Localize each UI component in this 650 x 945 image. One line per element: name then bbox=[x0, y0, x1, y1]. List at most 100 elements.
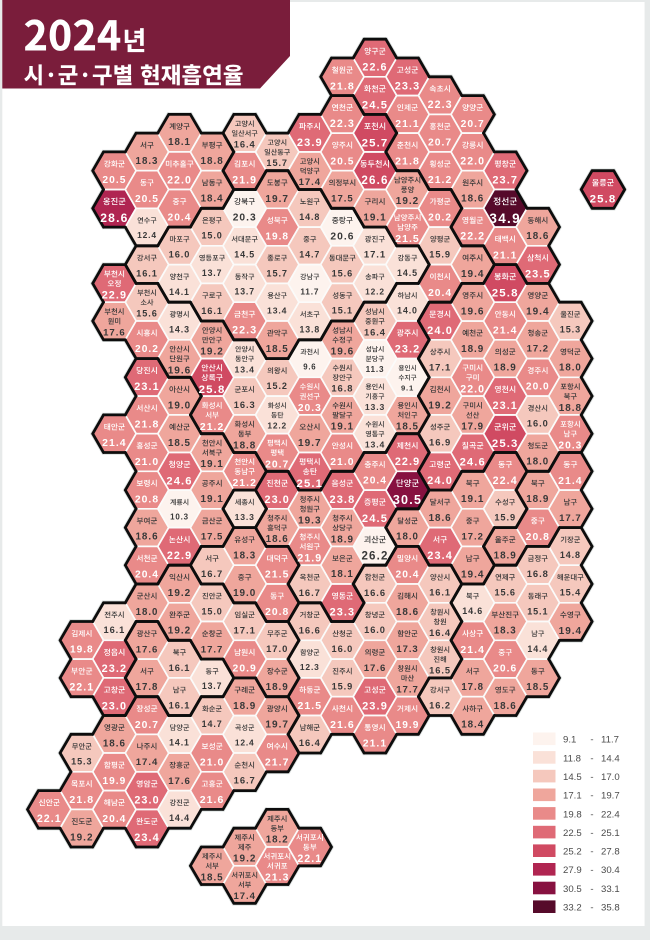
svg-text:20.3: 20.3 bbox=[233, 213, 257, 224]
svg-text:18.5: 18.5 bbox=[168, 438, 191, 449]
svg-text:16.7: 16.7 bbox=[201, 568, 223, 579]
svg-text:19.4: 19.4 bbox=[461, 269, 484, 280]
svg-text:19.6: 19.6 bbox=[461, 306, 485, 317]
svg-text:23.3: 23.3 bbox=[330, 607, 356, 619]
svg-text:17.7: 17.7 bbox=[201, 644, 224, 655]
svg-text:17.9: 17.9 bbox=[461, 421, 484, 432]
svg-text:18.8: 18.8 bbox=[233, 440, 256, 451]
svg-text:19.2: 19.2 bbox=[233, 854, 256, 865]
svg-text:-: - bbox=[590, 809, 593, 820]
svg-text:21.1: 21.1 bbox=[395, 119, 419, 130]
svg-text:28.6: 28.6 bbox=[100, 211, 128, 225]
svg-text:17.8: 17.8 bbox=[136, 682, 159, 693]
svg-text:21.7: 21.7 bbox=[265, 757, 290, 769]
svg-text:9.6: 9.6 bbox=[303, 362, 316, 371]
svg-text:20.9: 20.9 bbox=[233, 664, 257, 675]
svg-text:16.1: 16.1 bbox=[201, 306, 223, 316]
svg-text:18.1: 18.1 bbox=[331, 569, 354, 580]
svg-text:20.6: 20.6 bbox=[330, 232, 354, 243]
svg-text:17.4: 17.4 bbox=[136, 757, 158, 768]
svg-text:23.1: 23.1 bbox=[134, 381, 159, 393]
svg-text:23.3: 23.3 bbox=[395, 81, 421, 93]
svg-text:15.9: 15.9 bbox=[494, 513, 516, 523]
svg-text:18.6: 18.6 bbox=[396, 607, 419, 618]
svg-text:27.8: 27.8 bbox=[601, 847, 620, 858]
svg-text:18.9: 18.9 bbox=[233, 701, 256, 712]
svg-text:14.5: 14.5 bbox=[563, 772, 582, 783]
svg-text:18.6: 18.6 bbox=[429, 513, 452, 524]
svg-text:15.0: 15.0 bbox=[202, 231, 223, 241]
svg-text:24.5: 24.5 bbox=[362, 513, 388, 525]
svg-text:20.7: 20.7 bbox=[428, 138, 452, 149]
svg-text:22.1: 22.1 bbox=[37, 813, 62, 825]
svg-text:21.0: 21.0 bbox=[135, 457, 159, 468]
svg-text:17.4: 17.4 bbox=[233, 891, 255, 902]
svg-text:20.7: 20.7 bbox=[461, 119, 485, 130]
svg-text:34.9: 34.9 bbox=[489, 211, 521, 226]
svg-text:19.1: 19.1 bbox=[200, 494, 223, 505]
svg-text:16.2: 16.2 bbox=[429, 700, 451, 710]
svg-text:17.5: 17.5 bbox=[331, 193, 353, 204]
svg-text:18.9: 18.9 bbox=[331, 534, 354, 545]
svg-text:20.8: 20.8 bbox=[265, 607, 289, 618]
svg-text:17.2: 17.2 bbox=[462, 532, 484, 543]
svg-text:19.1: 19.1 bbox=[461, 494, 484, 505]
svg-text:18.3: 18.3 bbox=[494, 626, 517, 637]
svg-text:19.0: 19.0 bbox=[233, 588, 256, 599]
svg-text:30.5: 30.5 bbox=[563, 884, 582, 895]
svg-text:14.5: 14.5 bbox=[234, 249, 255, 259]
svg-text:-: - bbox=[590, 753, 593, 764]
svg-text:16.0: 16.0 bbox=[169, 250, 191, 260]
svg-text:22.9: 22.9 bbox=[167, 550, 192, 562]
svg-text:20.5: 20.5 bbox=[102, 175, 126, 186]
svg-text:13.7: 13.7 bbox=[202, 268, 222, 278]
svg-text:16.0: 16.0 bbox=[364, 625, 386, 635]
svg-text:13.7: 13.7 bbox=[234, 287, 254, 297]
svg-text:33.2: 33.2 bbox=[563, 903, 582, 914]
svg-text:21.5: 21.5 bbox=[395, 234, 420, 245]
svg-text:19.7: 19.7 bbox=[265, 194, 289, 205]
svg-text:22.0: 22.0 bbox=[167, 174, 192, 186]
svg-text:22.5: 22.5 bbox=[563, 828, 582, 839]
svg-text:23.0: 23.0 bbox=[102, 701, 127, 713]
svg-text:21.2: 21.2 bbox=[232, 478, 256, 489]
svg-text:21.1: 21.1 bbox=[493, 250, 517, 261]
svg-text:20.6: 20.6 bbox=[493, 664, 517, 675]
svg-text:15.0: 15.0 bbox=[202, 606, 223, 616]
svg-text:-: - bbox=[590, 828, 593, 839]
svg-text:14.5: 14.5 bbox=[397, 268, 418, 278]
svg-text:15.7: 15.7 bbox=[266, 158, 288, 168]
svg-text:21.4: 21.4 bbox=[460, 645, 485, 656]
svg-text:19.7: 19.7 bbox=[601, 791, 620, 802]
svg-text:19.9: 19.9 bbox=[396, 720, 420, 731]
svg-text:15.1: 15.1 bbox=[527, 606, 548, 616]
svg-text:15.4: 15.4 bbox=[560, 588, 581, 598]
svg-text:18.9: 18.9 bbox=[494, 551, 517, 562]
svg-text:19.2: 19.2 bbox=[168, 588, 191, 599]
svg-text:19.3: 19.3 bbox=[298, 516, 321, 527]
svg-text:20.7: 20.7 bbox=[265, 459, 289, 470]
svg-text:12.4: 12.4 bbox=[235, 737, 255, 747]
svg-text:17.2: 17.2 bbox=[527, 344, 549, 355]
svg-text:22.2: 22.2 bbox=[460, 231, 485, 243]
svg-text:18.9: 18.9 bbox=[526, 494, 549, 505]
svg-text:18.5: 18.5 bbox=[396, 422, 419, 433]
svg-text:14.4: 14.4 bbox=[169, 813, 190, 823]
svg-text:23.9: 23.9 bbox=[297, 137, 323, 149]
svg-text:12.2: 12.2 bbox=[267, 421, 287, 431]
svg-text:14.8: 14.8 bbox=[560, 550, 581, 560]
svg-text:24.0: 24.0 bbox=[427, 325, 453, 337]
svg-text:22.3: 22.3 bbox=[330, 118, 355, 130]
svg-text:21.4: 21.4 bbox=[102, 438, 127, 449]
svg-text:17.4: 17.4 bbox=[299, 177, 321, 188]
svg-text:22.0: 22.0 bbox=[460, 156, 485, 168]
svg-text:11.3: 11.3 bbox=[366, 365, 385, 374]
svg-text:13.3: 13.3 bbox=[235, 512, 255, 522]
svg-text:17.7: 17.7 bbox=[396, 684, 419, 695]
svg-text:24.6: 24.6 bbox=[460, 457, 486, 469]
svg-text:16.4: 16.4 bbox=[429, 628, 451, 638]
svg-text:25.1: 25.1 bbox=[601, 828, 620, 839]
svg-text:25.3: 25.3 bbox=[492, 438, 519, 450]
svg-text:15.3: 15.3 bbox=[71, 757, 92, 767]
svg-text:21.5: 21.5 bbox=[265, 570, 290, 581]
